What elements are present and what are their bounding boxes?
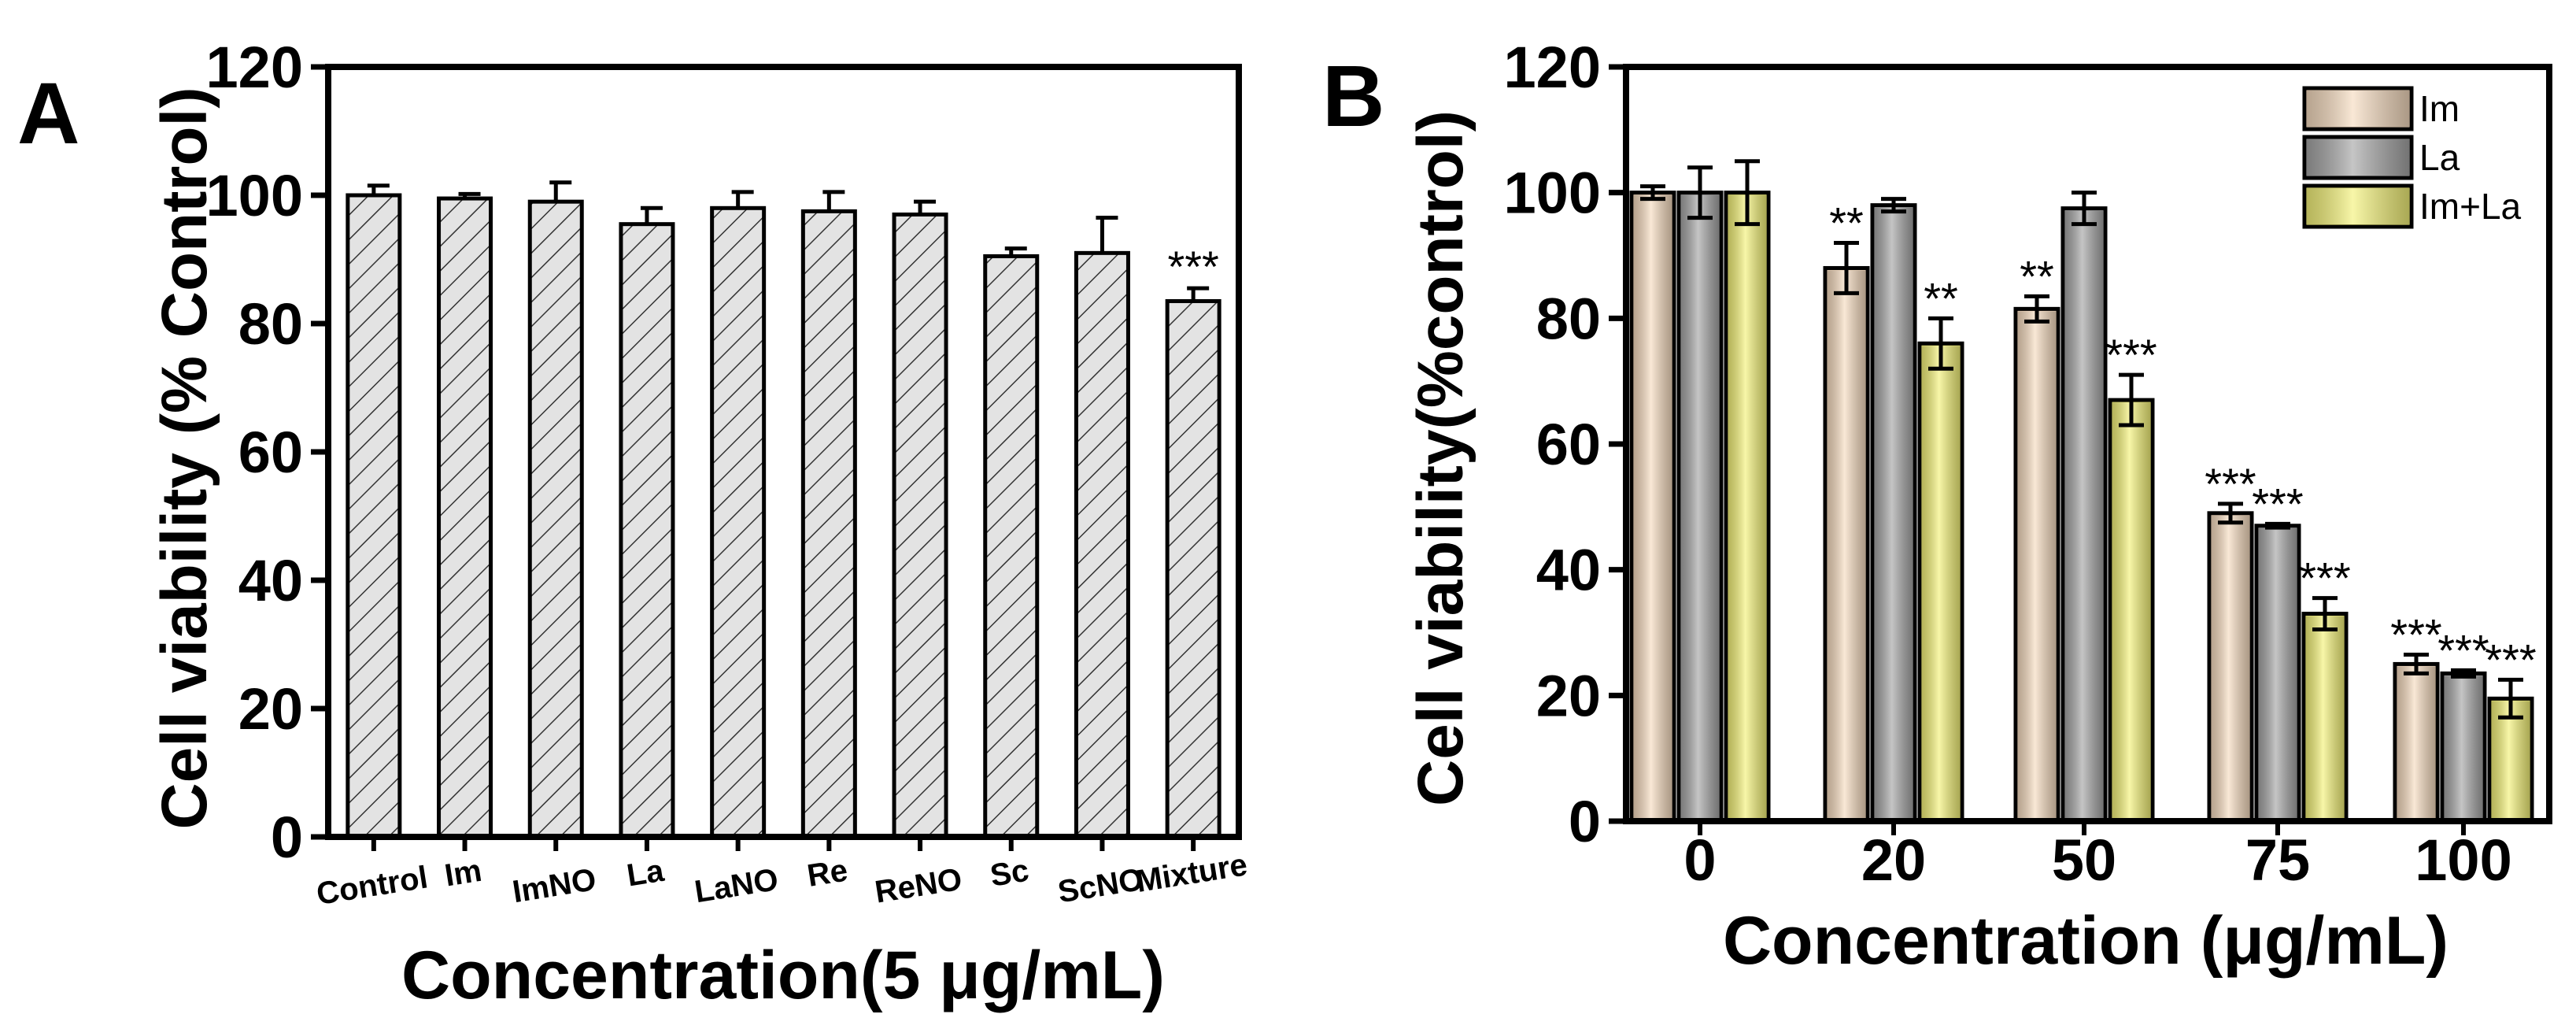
panel-a-y-tick-label: 120	[206, 35, 303, 100]
panel-b-bars: **** ***********************	[1629, 159, 2537, 824]
panel-a-x-tick-label: Mixture	[1133, 847, 1249, 899]
panel-a-bar	[437, 196, 493, 839]
panel-b-bar-shading	[2259, 527, 2297, 819]
panel-b-significance-label: ***	[2252, 479, 2303, 528]
panel-b-legend-label: Im+La	[2419, 186, 2522, 227]
panel-b-bar-shading	[2492, 701, 2530, 819]
panel-b-x-axis-label: Concentration (μg/mL)	[1723, 903, 2448, 979]
panel-b-y-tick-label: 20	[1536, 663, 1601, 728]
panel-a-y-ticks: 0 20 40 60 80 100 120	[206, 35, 328, 870]
panel-b-bar-shading	[2445, 676, 2482, 819]
panel-b-bar-shading	[1828, 270, 1865, 819]
panel-a-significance-label: ***	[1167, 242, 1218, 291]
chart-panel-a: A Cell viability (% Control) 0 20 40 60 80 10…	[17, 35, 1250, 1013]
panel-b-y-tick-label: 120	[1504, 35, 1601, 100]
panel-b-bar-shading	[2397, 666, 2435, 819]
panel-b-significance-label: ***	[2485, 635, 2536, 684]
panel-a-x-tick-label: ReNO	[873, 862, 965, 910]
panel-a-y-axis-label: Cell viability (% Control)	[149, 87, 220, 829]
panel-b-significance-label: ***	[2437, 625, 2489, 675]
panel-a-x-tick-label: Im	[442, 853, 484, 894]
panel-a-x-tick-label: ImNO	[510, 862, 598, 909]
panel-b-x-ticks: 0 20 50 75 100	[1683, 821, 2512, 893]
panel-a-y-tick-label: 0	[271, 805, 303, 870]
panel-a-x-axis-label: Concentration(5 μg/mL)	[401, 938, 1165, 1013]
panel-b-y-axis-label: Cell viability(%control)	[1405, 110, 1476, 806]
panel-b-significance-label: **	[2020, 251, 2054, 301]
panel-b-legend-swatch-shading	[2307, 188, 2409, 224]
panel-a-x-tick-label: LaNO	[692, 862, 780, 909]
panel-a-bars: ***	[346, 180, 1221, 839]
panel-b-y-tick-label: 60	[1536, 412, 1601, 477]
panel-b-significance-label: ***	[2105, 330, 2157, 379]
panel-b-plot-frame	[1623, 64, 2552, 824]
panel-a-x-tick-label: Control	[314, 860, 430, 912]
panel-b-bar-shading	[1875, 207, 1913, 820]
panel-a-x-tick-label: La	[624, 853, 667, 894]
panel-b-legend-label: La	[2419, 137, 2460, 178]
panel-a-bar	[983, 254, 1040, 839]
panel-a-y-tick-label: 20	[238, 676, 303, 742]
panel-a-bar	[892, 212, 948, 839]
panel-b-x-tick-label: 50	[2052, 827, 2116, 893]
panel-a-y-tick-label: 60	[238, 420, 303, 485]
panel-a-x-tick-label: ScNO	[1055, 862, 1145, 909]
panel-a-y-tick-label: 40	[238, 548, 303, 613]
panel-b-bar-shading	[2306, 616, 2344, 819]
panel-a-y-tick-label: 100	[206, 163, 303, 228]
panel-b-bar-shading	[2112, 402, 2150, 819]
panel-b-bar-shading	[2212, 515, 2249, 819]
panel-b-bar-shading	[2065, 210, 2103, 819]
panel-a-bar	[710, 205, 767, 839]
panel-a-y-tick-label: 80	[238, 291, 303, 357]
panel-b-y-tick-label: 0	[1569, 789, 1601, 854]
panel-b-x-tick-label: 0	[1683, 827, 1716, 893]
panel-b-y-tick-label: 100	[1504, 161, 1601, 226]
panel-b-significance-label: ***	[2299, 553, 2350, 603]
panel-a-bar	[346, 193, 402, 839]
panel-a-bar	[527, 199, 584, 839]
chart-panel-b: B Cell viability(%control) 0 20 40 60 80 100 1…	[1322, 35, 2552, 979]
panel-a-bar	[800, 209, 857, 839]
panel-b-bar-shading	[2018, 311, 2056, 819]
panel-b-bar-shading	[1634, 194, 1672, 819]
panel-b-x-tick-label: 100	[2415, 827, 2511, 893]
panel-b-significance-label: **	[1924, 273, 1958, 323]
panel-b-significance-label: **	[1829, 198, 1864, 248]
panel-b-x-tick-label: 20	[1861, 827, 1926, 893]
panel-a-x-tick-label: Re	[805, 853, 850, 893]
panel-b-y-tick-label: 40	[1536, 538, 1601, 603]
panel-a-bar	[1165, 298, 1221, 839]
panel-a-bar	[619, 222, 675, 839]
panel-b-bar-shading	[1922, 346, 1960, 819]
panel-b-label: B	[1322, 48, 1384, 145]
panel-b-legend-swatch-shading	[2307, 139, 2409, 176]
panel-b-legend: Im La Im+La	[2302, 86, 2522, 229]
panel-a-label: A	[17, 65, 79, 162]
panel-b-bar-shading	[1681, 194, 1719, 819]
panel-a-bar	[1074, 250, 1130, 839]
panel-b-significance-label: ***	[2205, 459, 2256, 509]
panel-a-plot-frame	[325, 64, 1242, 840]
panel-b-y-ticks: 0 20 40 60 80 100 120	[1504, 35, 1626, 854]
panel-b-legend-label: Im	[2419, 88, 2460, 129]
panel-b-significance-label: ***	[2390, 609, 2441, 659]
panel-a-x-tick-label: Sc	[988, 853, 1031, 894]
panel-b-x-tick-label: 75	[2245, 827, 2310, 893]
panel-b-y-tick-label: 80	[1536, 286, 1601, 351]
panel-b-bar-shading	[1728, 194, 1766, 819]
panel-b-legend-swatch-shading	[2307, 91, 2409, 127]
